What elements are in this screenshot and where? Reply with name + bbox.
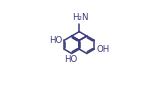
Text: OH: OH	[96, 45, 110, 54]
Text: HO: HO	[64, 55, 77, 64]
Text: H₂N: H₂N	[72, 13, 88, 22]
Text: HO: HO	[49, 36, 62, 45]
